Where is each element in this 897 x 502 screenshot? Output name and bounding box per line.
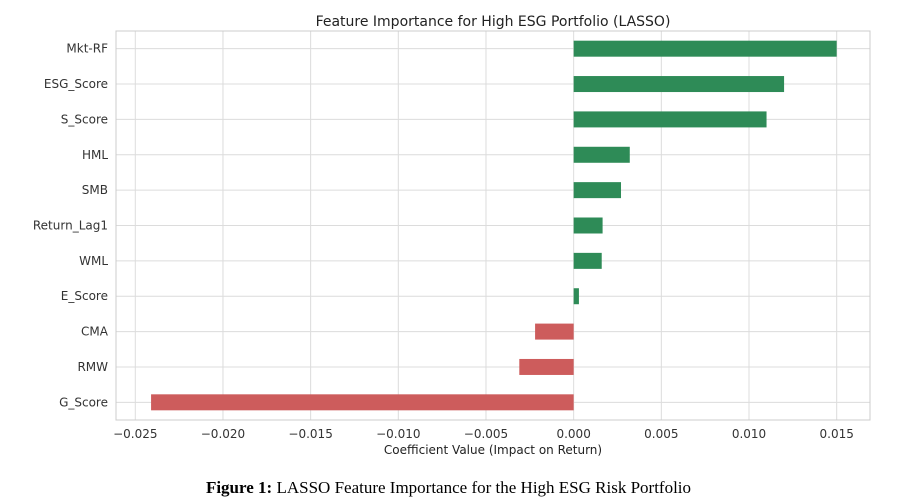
- grid: [116, 31, 870, 420]
- bar-esg-score: [573, 76, 785, 93]
- x-tick-label: −0.005: [464, 427, 508, 441]
- bar-rmw: [519, 358, 574, 375]
- y-tick-label: S_Score: [61, 112, 108, 126]
- y-tick-label: HML: [82, 148, 108, 162]
- caption-text: LASSO Feature Importance for the High ES…: [272, 478, 692, 497]
- y-tick-label: E_Score: [61, 289, 108, 303]
- bar-s-score: [573, 111, 767, 128]
- x-tick-label: 0.015: [820, 427, 854, 441]
- x-tick-label: 0.010: [732, 427, 766, 441]
- bars: [151, 40, 837, 411]
- y-tick-label: CMA: [81, 325, 109, 339]
- chart-title: Feature Importance for High ESG Portfoli…: [316, 14, 671, 30]
- bar-smb: [573, 182, 622, 199]
- y-tick-label: G_Score: [59, 395, 108, 409]
- x-axis-label: Coefficient Value (Impact on Return): [384, 443, 602, 457]
- x-tick-label: −0.015: [288, 427, 332, 441]
- plot-frame: [115, 30, 871, 421]
- bar-e-score: [573, 288, 579, 305]
- bar-hml: [573, 146, 630, 163]
- y-tick-label: ESG_Score: [44, 77, 108, 91]
- x-tick-labels: −0.025 −0.020 −0.015 −0.010 −0.005 0.000 0.005…: [113, 427, 854, 441]
- x-tick-label: −0.025: [113, 427, 157, 441]
- y-tick-label: SMB: [82, 183, 108, 197]
- y-tick-label: RMW: [77, 360, 108, 374]
- bar-mkt-rf: [573, 40, 837, 57]
- y-tick-label: Return_Lag1: [33, 219, 108, 233]
- x-tick-label: 0.005: [644, 427, 678, 441]
- x-tick-label: 0.000: [556, 427, 590, 441]
- bar-return-lag1: [573, 217, 603, 234]
- y-tick-label: Mkt-RF: [66, 42, 108, 56]
- bar-wml: [573, 252, 602, 269]
- y-tick-label: WML: [79, 254, 108, 268]
- bar-g-score: [151, 394, 574, 411]
- figure-caption: Figure 1: LASSO Feature Importance for t…: [0, 478, 897, 498]
- bar-cma: [535, 323, 574, 340]
- figure-label: Figure 1:: [205, 478, 273, 497]
- x-tick-label: −0.020: [201, 427, 245, 441]
- feature-importance-chart: Feature Importance for High ESG Portfoli…: [33, 14, 871, 457]
- y-tick-labels: Mkt-RF ESG_Score S_Score HML SMB Return_Lag1 W…: [33, 42, 109, 410]
- x-tick-label: −0.010: [376, 427, 420, 441]
